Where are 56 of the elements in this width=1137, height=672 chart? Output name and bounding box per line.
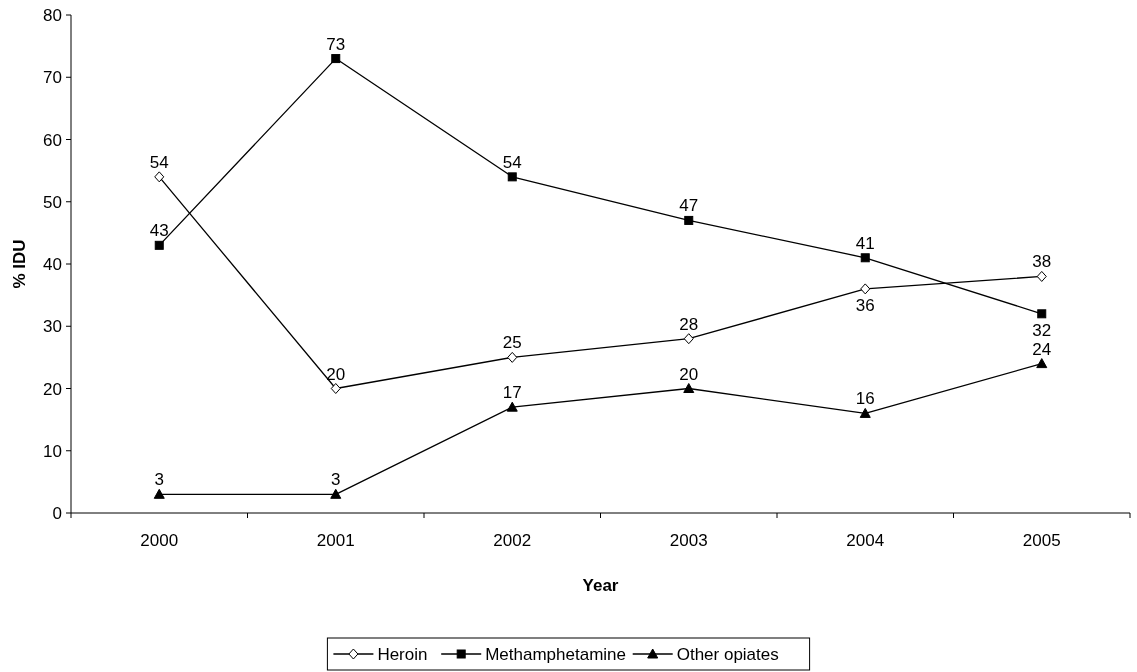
x-tick-label: 2004: [846, 531, 885, 550]
y-tick-label: 20: [43, 379, 62, 399]
point: [330, 383, 341, 394]
legend-label: Methamphetamine: [485, 645, 627, 664]
data-label: 73: [326, 34, 346, 54]
point: [507, 351, 518, 363]
data-label: 3: [331, 470, 341, 490]
x-tick-label: 2003: [669, 531, 708, 550]
point: [331, 54, 341, 64]
data-label: 17: [502, 383, 522, 403]
data-label: 54: [149, 152, 169, 172]
y-tick-label: 80: [43, 6, 62, 25]
legend-label: Heroin: [377, 645, 428, 664]
point: [330, 488, 342, 499]
point: [153, 488, 165, 499]
data-label: 43: [149, 221, 169, 241]
x-tick-label: 2005: [1022, 531, 1061, 550]
data-label: 32: [1032, 320, 1052, 340]
y-tick-label: 30: [43, 317, 62, 337]
y-axis-title: % IDU: [10, 239, 29, 289]
y-tick-label: 0: [52, 504, 62, 523]
data-label: 54: [502, 152, 522, 172]
point: [154, 240, 164, 250]
y-tick-label: 50: [43, 192, 62, 212]
data-label: 3: [154, 470, 164, 490]
x-tick-label: 2000: [140, 531, 179, 550]
data-label: 28: [679, 314, 699, 334]
point: [683, 383, 695, 393]
point: [683, 333, 694, 345]
data-label: 36: [855, 295, 875, 315]
y-tick-label: 40: [43, 255, 62, 274]
point: [1036, 270, 1047, 282]
data-label: 47: [679, 196, 699, 216]
point: [860, 283, 871, 295]
data-label: 20: [679, 364, 699, 384]
data-label: 24: [1032, 339, 1052, 359]
point: [860, 253, 870, 263]
point: [154, 171, 165, 183]
data-label: 20: [326, 364, 346, 384]
data-label: 41: [855, 233, 875, 253]
x-axis-title: Year: [582, 576, 619, 595]
x-tick-label: 2001: [316, 531, 355, 550]
point: [1037, 309, 1047, 319]
y-tick-label: 10: [43, 441, 62, 461]
point: [507, 172, 517, 182]
y-tick-label: 70: [43, 68, 62, 88]
data-label: 16: [855, 389, 875, 409]
x-tick-label: 2002: [493, 531, 532, 550]
legend-label: Other opiates: [676, 645, 779, 664]
data-label: 25: [502, 333, 522, 353]
point: [684, 215, 694, 225]
point: [1036, 358, 1048, 369]
y-tick-label: 60: [43, 130, 62, 150]
point: [859, 407, 871, 418]
data-label: 38: [1032, 252, 1052, 272]
point: [506, 401, 518, 412]
